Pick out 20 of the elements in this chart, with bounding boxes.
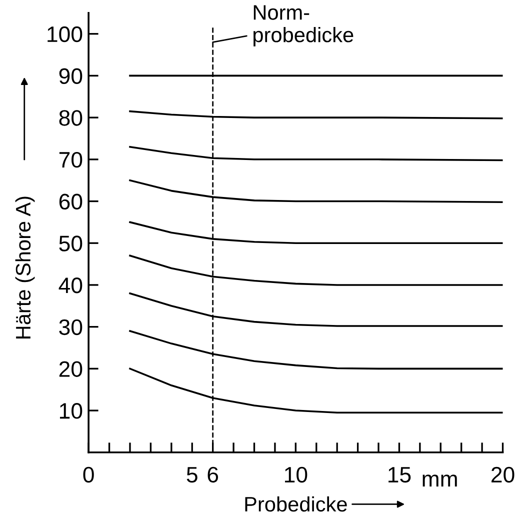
x-tick-label: 6 bbox=[208, 466, 218, 483]
y-tick-label: 10 bbox=[60, 403, 82, 419]
x-tick-label: 10 bbox=[285, 466, 308, 483]
y-tick-label: 90 bbox=[59, 68, 82, 84]
y-tick-label: 70 bbox=[59, 152, 82, 168]
y-tick-label: 30 bbox=[59, 319, 82, 336]
x-tick-label: 5 bbox=[186, 467, 198, 483]
x-axis-title: Probedicke bbox=[245, 496, 347, 512]
text: mm bbox=[422, 474, 457, 487]
y-tick-label: 50 bbox=[59, 236, 82, 252]
x-tick-label: 0 bbox=[83, 466, 94, 483]
y-tick-label: 100 bbox=[48, 26, 82, 42]
y-axis-title: Härte (Shore A) bbox=[15, 196, 35, 338]
ref-line-label: Norm- probedicke bbox=[254, 5, 354, 46]
y-tick-label: 80 bbox=[59, 110, 82, 126]
y-tick-label: 20 bbox=[59, 361, 82, 377]
x-tick-label: 20 bbox=[492, 466, 514, 483]
x-tick-label: 15 bbox=[388, 467, 411, 483]
y-tick-label: 40 bbox=[58, 278, 82, 294]
y-tick-label: 60 bbox=[59, 194, 82, 210]
